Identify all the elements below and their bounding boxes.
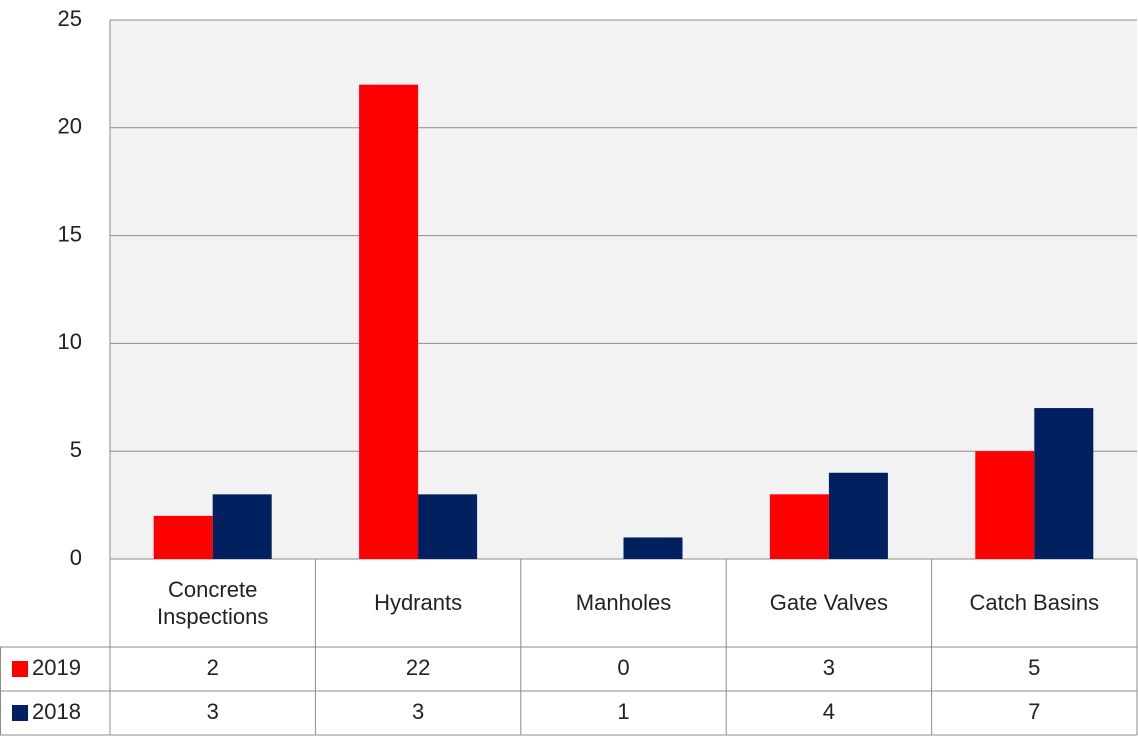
table-value: 22	[406, 655, 430, 680]
bar	[769, 494, 829, 559]
x-category-cell: Catch Basins	[969, 590, 1100, 616]
x-category-cell: Concrete Inspections	[157, 576, 269, 630]
x-tick-label: Concrete Inspections	[157, 576, 269, 630]
bar	[623, 537, 683, 559]
table-value: 3	[412, 699, 424, 724]
bar	[1034, 408, 1094, 559]
x-category-cell: Hydrants	[374, 590, 463, 616]
x-category-cell: Manholes	[575, 590, 672, 616]
table-value: 7	[1028, 699, 1040, 724]
bar	[975, 451, 1035, 559]
x-tick-label: Hydrants	[374, 590, 463, 616]
legend-label: 2018	[32, 699, 81, 724]
legend-key	[12, 661, 28, 677]
y-tick-label: 15	[58, 221, 82, 246]
table-value: 2	[207, 655, 219, 680]
legend-label: 2019	[32, 655, 81, 680]
table-value: 4	[823, 699, 835, 724]
x-tick-label: Manholes	[575, 590, 672, 616]
y-tick-label: 5	[70, 437, 82, 462]
x-tick-label: Catch Basins	[969, 590, 1100, 616]
y-tick-label: 20	[58, 114, 82, 139]
table-value: 5	[1028, 655, 1040, 680]
legend-key	[12, 705, 28, 721]
bar	[153, 515, 213, 559]
y-tick-label: 0	[70, 545, 82, 570]
table-value: 3	[823, 655, 835, 680]
y-tick-label: 25	[58, 6, 82, 31]
bar	[418, 494, 478, 559]
table-value: 0	[617, 655, 629, 680]
table-value: 1	[617, 699, 629, 724]
bar	[359, 84, 419, 560]
bar	[212, 494, 272, 559]
y-tick-label: 10	[58, 329, 82, 354]
x-category-cell: Gate Valves	[769, 590, 888, 616]
bar	[828, 472, 888, 559]
table-value: 3	[207, 699, 219, 724]
plot-area	[110, 20, 1137, 559]
x-tick-label: Gate Valves	[769, 590, 888, 616]
